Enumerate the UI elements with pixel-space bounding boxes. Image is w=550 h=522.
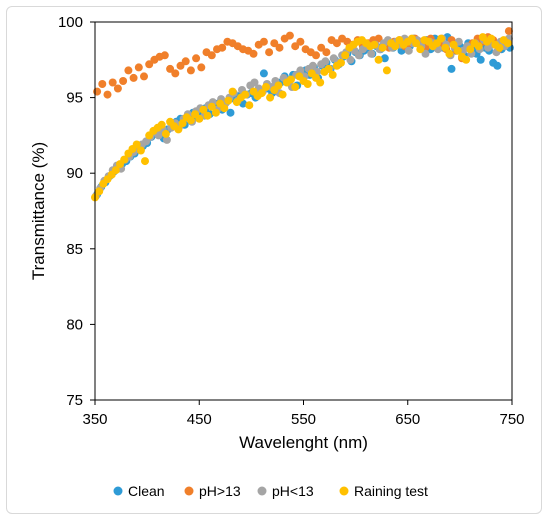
data-point <box>266 94 274 102</box>
legend-item: pH>13 <box>185 483 241 499</box>
data-point <box>445 50 453 58</box>
data-point <box>114 85 122 93</box>
data-point <box>329 71 337 79</box>
legend-marker <box>185 487 194 496</box>
data-point <box>504 39 512 47</box>
data-point <box>279 91 287 99</box>
x-axis-title: Wavelenght (nm) <box>239 433 368 452</box>
data-point <box>477 56 485 64</box>
data-point <box>192 54 200 62</box>
data-point <box>140 72 148 80</box>
data-point <box>321 57 329 65</box>
y-tick-label: 90 <box>66 165 83 182</box>
x-tick-label: 750 <box>499 411 524 428</box>
data-point <box>204 112 212 120</box>
data-point <box>493 62 501 70</box>
y-tick-label: 75 <box>66 392 83 409</box>
data-point <box>275 82 283 90</box>
y-axis-title: Transmittance (%) <box>29 142 48 280</box>
data-point <box>119 77 127 85</box>
data-point <box>287 76 295 84</box>
data-point <box>98 80 106 88</box>
data-point <box>367 50 375 58</box>
data-point <box>224 97 232 105</box>
data-point <box>375 56 383 64</box>
data-point <box>245 101 253 109</box>
y-tick-label: 95 <box>66 90 83 107</box>
data-point <box>241 91 249 99</box>
data-point <box>162 130 170 138</box>
data-point <box>124 66 132 74</box>
data-point <box>496 44 504 52</box>
data-point <box>448 65 456 73</box>
data-point <box>220 104 228 112</box>
legend-label: Raining test <box>354 483 428 499</box>
legend-marker <box>340 487 349 496</box>
data-point <box>182 57 190 65</box>
data-point <box>276 44 284 52</box>
legend-item: Clean <box>114 483 165 499</box>
data-point <box>337 59 345 67</box>
data-point <box>370 41 378 49</box>
data-point <box>262 83 270 91</box>
data-point <box>304 80 312 88</box>
series-ph-13 <box>93 27 513 99</box>
y-tick-label: 80 <box>66 316 83 333</box>
data-point <box>135 63 143 71</box>
data-points <box>91 27 514 201</box>
data-point <box>95 187 103 195</box>
data-point <box>437 35 445 43</box>
data-point <box>197 63 205 71</box>
data-point <box>229 88 237 96</box>
data-point <box>462 56 470 64</box>
data-point <box>322 48 330 56</box>
legend-marker <box>258 487 267 496</box>
data-point <box>171 69 179 77</box>
x-tick-label: 650 <box>395 411 420 428</box>
legend-item: Raining test <box>340 483 429 499</box>
data-point <box>104 91 112 99</box>
x-tick-label: 450 <box>187 411 212 428</box>
y-tick-label: 100 <box>58 14 83 31</box>
data-point <box>130 74 138 82</box>
data-point <box>379 44 387 52</box>
legend-label: pH<13 <box>272 483 314 499</box>
data-point <box>93 88 101 96</box>
data-point <box>137 147 145 155</box>
data-point <box>208 51 216 59</box>
data-point <box>265 48 273 56</box>
data-point <box>312 51 320 59</box>
data-point <box>141 157 149 165</box>
data-point <box>260 38 268 46</box>
data-point <box>212 109 220 117</box>
legend-label: Clean <box>128 483 165 499</box>
legend-marker <box>114 487 123 496</box>
x-tick-label: 350 <box>82 411 107 428</box>
x-tick-label: 550 <box>291 411 316 428</box>
data-point <box>341 51 349 59</box>
data-point <box>250 50 258 58</box>
data-point <box>158 121 166 129</box>
data-point <box>195 115 203 123</box>
data-point <box>187 66 195 74</box>
data-point <box>286 32 294 40</box>
data-point <box>416 45 424 53</box>
legend-label: pH>13 <box>199 483 241 499</box>
data-point <box>475 42 483 50</box>
legend: Clean pH>13 pH<13 Raining test <box>114 483 429 499</box>
data-point <box>291 83 299 91</box>
data-point <box>260 69 268 77</box>
data-point <box>383 66 391 74</box>
data-point <box>161 51 169 59</box>
legend-item: pH<13 <box>258 483 314 499</box>
data-point <box>296 38 304 46</box>
y-tick-label: 85 <box>66 241 83 258</box>
data-point <box>316 79 324 87</box>
